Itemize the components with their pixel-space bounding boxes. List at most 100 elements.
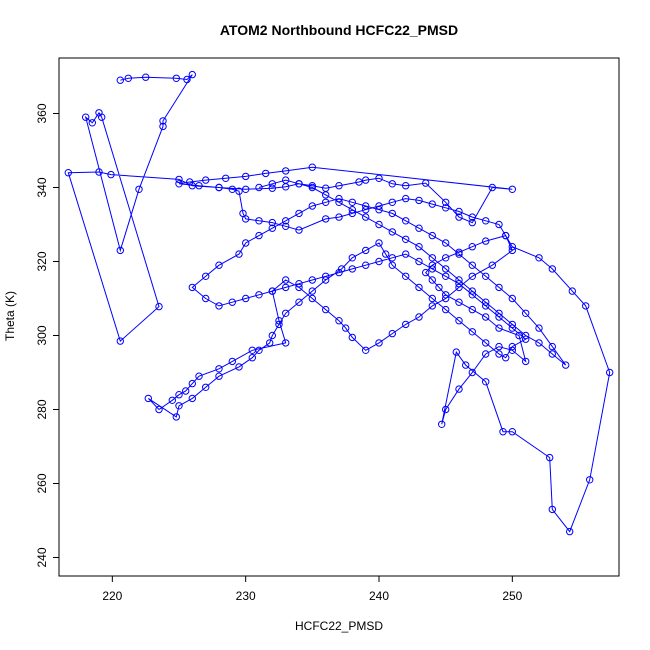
y-tick-label: 260 xyxy=(35,473,49,493)
data-point xyxy=(428,302,436,310)
data-point xyxy=(442,405,450,414)
data-point xyxy=(415,196,423,205)
data-point xyxy=(228,357,237,366)
data-point xyxy=(388,228,396,236)
data-point xyxy=(362,176,370,184)
data-point xyxy=(455,280,463,288)
data-point xyxy=(348,265,356,273)
data-point xyxy=(562,361,570,369)
data-point xyxy=(202,294,210,303)
data-point xyxy=(586,476,594,484)
data-point xyxy=(255,346,263,354)
data-point xyxy=(322,191,330,199)
data-point xyxy=(388,261,396,269)
data-point xyxy=(282,176,290,184)
data-point xyxy=(308,287,316,295)
data-point xyxy=(116,246,125,255)
data-point xyxy=(375,239,383,247)
data-point xyxy=(116,337,125,345)
data-point xyxy=(362,213,370,221)
data-point xyxy=(282,283,290,292)
data-point xyxy=(482,378,490,386)
data-point xyxy=(202,272,210,280)
y-tick-label: 340 xyxy=(35,177,49,197)
data-point xyxy=(548,342,556,351)
data-point xyxy=(482,298,490,306)
data-point xyxy=(375,257,383,266)
data-point xyxy=(468,243,476,251)
data-point xyxy=(215,302,223,310)
y-tick-label: 300 xyxy=(35,325,49,345)
data-point xyxy=(159,117,167,125)
data-point xyxy=(375,339,383,347)
data-point xyxy=(422,268,430,277)
data-point xyxy=(248,354,257,362)
data-point xyxy=(388,329,396,338)
data-point xyxy=(442,204,450,212)
data-point xyxy=(508,324,516,332)
data-point xyxy=(335,194,343,203)
data-point xyxy=(95,168,103,176)
data-point xyxy=(495,283,503,292)
data-point xyxy=(442,265,450,273)
x-axis-label: HCFC22_PMSD xyxy=(295,619,383,633)
data-point xyxy=(548,350,556,358)
data-point xyxy=(282,276,290,284)
data-point xyxy=(428,231,436,240)
data-point xyxy=(308,276,316,284)
data-point xyxy=(582,302,590,310)
data-point xyxy=(155,302,163,311)
data-point xyxy=(322,272,330,280)
data-point xyxy=(268,331,276,340)
data-point xyxy=(255,217,263,225)
data-point xyxy=(322,215,330,223)
data-point xyxy=(535,324,543,332)
data-point xyxy=(375,220,383,229)
data-point xyxy=(468,328,476,336)
data-point xyxy=(255,291,263,299)
data-point xyxy=(186,178,194,186)
data-point xyxy=(295,283,303,292)
data-point xyxy=(295,209,303,218)
data-point xyxy=(548,265,556,273)
data-point xyxy=(508,246,516,255)
data-point xyxy=(242,294,250,303)
data-point xyxy=(266,339,274,347)
x-axis: 220 230 240 250 xyxy=(102,575,523,603)
data-point xyxy=(172,74,181,83)
data-point xyxy=(188,394,197,403)
data-point xyxy=(107,170,115,179)
data-point xyxy=(268,224,276,232)
data-point xyxy=(388,198,396,207)
data-point xyxy=(242,215,250,223)
x-tick-label: 240 xyxy=(369,589,389,603)
data-point xyxy=(335,182,343,190)
data-point xyxy=(522,335,530,343)
data-point xyxy=(382,250,390,258)
data-point xyxy=(308,163,316,171)
data-point xyxy=(495,309,503,317)
data-point xyxy=(195,182,203,190)
data-point xyxy=(522,331,530,340)
data-point xyxy=(468,368,476,377)
data-point xyxy=(508,243,516,251)
data-point xyxy=(502,231,510,240)
y-tick-label: 240 xyxy=(35,547,49,567)
data-point xyxy=(362,261,370,269)
data-point xyxy=(142,73,150,81)
data-point xyxy=(468,218,476,227)
data-point xyxy=(468,272,476,280)
data-point xyxy=(98,113,106,121)
data-point xyxy=(468,213,476,221)
data-point xyxy=(455,250,463,258)
data-point xyxy=(468,287,476,295)
data-point xyxy=(116,76,125,84)
data-point xyxy=(508,346,516,354)
data-point xyxy=(415,257,423,266)
data-point xyxy=(308,183,316,192)
data-point xyxy=(144,394,153,403)
data-point xyxy=(468,291,476,299)
data-point xyxy=(268,287,276,295)
x-tick-label: 250 xyxy=(502,589,522,603)
data-point xyxy=(228,185,237,194)
